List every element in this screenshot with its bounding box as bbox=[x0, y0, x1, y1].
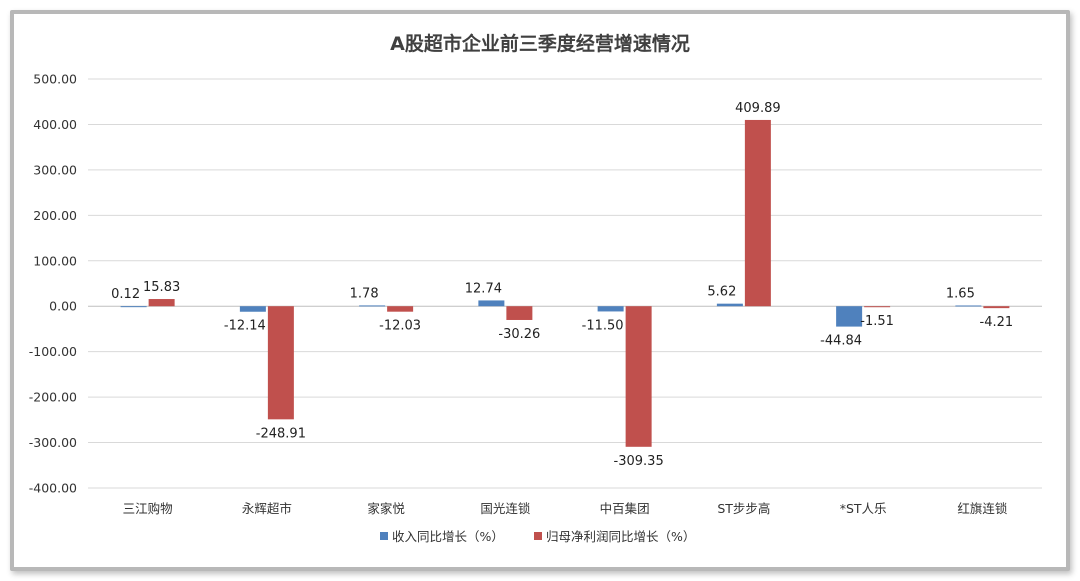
y-tick-label: 400.00 bbox=[33, 117, 77, 132]
y-tick-label: 100.00 bbox=[33, 253, 77, 268]
y-tick-label: -200.00 bbox=[29, 390, 77, 405]
chart-title: A股超市企业前三季度经营增速情况 bbox=[390, 32, 690, 55]
x-tick-label: 家家悦 bbox=[367, 501, 405, 516]
legend: 收入同比增长（%） 归母净利润同比增长（%） bbox=[380, 529, 695, 544]
y-tick-label: -100.00 bbox=[29, 344, 77, 359]
x-axis: 三江购物 永辉超市 家家悦 国光连锁 中百集团 ST步步高 *ST人乐 红旗连锁 bbox=[123, 501, 1008, 516]
data-label-profit: -1.51 bbox=[860, 314, 894, 329]
gridlines bbox=[88, 78, 1042, 489]
legend-swatch bbox=[534, 532, 542, 540]
bar-revenue-growth bbox=[359, 305, 386, 307]
y-tick-label: -300.00 bbox=[29, 435, 77, 450]
bar-profit-growth bbox=[148, 299, 175, 307]
bar-revenue-growth bbox=[597, 306, 624, 312]
bar-revenue-growth bbox=[836, 306, 863, 327]
bar-profit-growth bbox=[625, 306, 652, 447]
data-label-revenue: 1.65 bbox=[946, 286, 975, 301]
data-label-profit: 409.89 bbox=[735, 101, 781, 116]
data-label-revenue: 5.62 bbox=[707, 285, 736, 300]
data-label-profit: -12.03 bbox=[379, 319, 421, 334]
bar-revenue-growth bbox=[120, 306, 147, 308]
data-label-revenue: -44.84 bbox=[820, 334, 862, 349]
y-axis: 500.00 400.00 300.00 200.00 100.00 0.00 -100.0… bbox=[29, 72, 77, 496]
x-tick-label: ST步步高 bbox=[717, 501, 770, 516]
legend-label: 归母净利润同比增长（%） bbox=[546, 529, 695, 544]
bar-profit-growth bbox=[387, 306, 414, 312]
legend-label: 收入同比增长（%） bbox=[392, 529, 504, 544]
y-tick-label: 300.00 bbox=[33, 162, 77, 177]
bar-revenue-growth bbox=[955, 305, 982, 307]
y-tick-label: 200.00 bbox=[33, 208, 77, 223]
x-tick-label: *ST人乐 bbox=[840, 501, 887, 516]
data-labels: 0.12 15.83 -12.14 -248.91 1.78 -12.03 12.74 -30… bbox=[111, 101, 1013, 469]
data-label-profit: 15.83 bbox=[143, 280, 180, 295]
legend-swatch bbox=[380, 532, 388, 540]
chart-frame bbox=[10, 10, 1070, 571]
bar-revenue-growth bbox=[716, 303, 743, 307]
bar-profit-growth bbox=[744, 119, 771, 307]
bar-profit-growth bbox=[864, 306, 891, 308]
data-label-revenue: 12.74 bbox=[465, 281, 502, 296]
bar-revenue-growth bbox=[478, 300, 505, 307]
x-tick-label: 三江购物 bbox=[123, 501, 173, 516]
x-tick-label: 国光连锁 bbox=[480, 501, 531, 516]
data-label-profit: -309.35 bbox=[614, 454, 664, 469]
data-label-revenue: -12.14 bbox=[224, 319, 266, 334]
data-label-revenue: -11.50 bbox=[582, 318, 624, 333]
bar-revenue-growth bbox=[239, 306, 266, 312]
data-label-profit: -248.91 bbox=[256, 426, 306, 441]
y-tick-label: -400.00 bbox=[29, 481, 77, 496]
data-label-profit: -4.21 bbox=[980, 315, 1014, 330]
bar-profit-growth bbox=[983, 306, 1010, 309]
bar-profit-growth bbox=[506, 306, 533, 320]
x-tick-label: 红旗连锁 bbox=[957, 501, 1008, 516]
data-label-profit: -30.26 bbox=[498, 327, 540, 342]
x-tick-label: 永辉超市 bbox=[242, 501, 292, 516]
x-tick-label: 中百集团 bbox=[600, 501, 650, 516]
y-tick-label: 0.00 bbox=[49, 299, 77, 314]
data-label-revenue: 1.78 bbox=[350, 286, 379, 301]
y-tick-label: 500.00 bbox=[33, 72, 77, 87]
bars bbox=[120, 119, 1010, 447]
data-label-revenue: 0.12 bbox=[111, 287, 140, 302]
bar-profit-growth bbox=[267, 306, 294, 420]
